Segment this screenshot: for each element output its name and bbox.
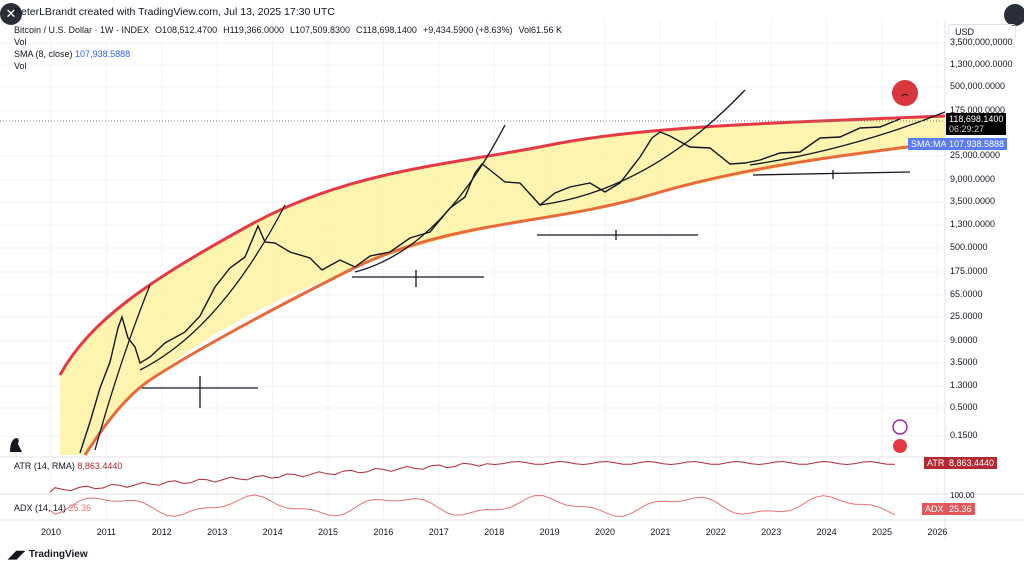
change-value: +9,434.5900 (+8.63%) bbox=[422, 25, 513, 35]
price-axis-tick: 1,300,000.0000 bbox=[950, 59, 1013, 69]
price-axis-tick: 0.1500 bbox=[950, 430, 978, 440]
dinosaur-icon bbox=[10, 438, 22, 452]
time-axis-tick: 2022 bbox=[705, 527, 726, 537]
price-axis-tick: 3,500.0000 bbox=[950, 196, 996, 206]
vol-indicator-label[interactable]: Vol bbox=[14, 37, 27, 47]
price-axis-tick: 175.0000 bbox=[950, 266, 988, 276]
price-axis-tick: 175,000.0000 bbox=[950, 105, 1006, 115]
adx-line bbox=[49, 494, 896, 517]
time-axis-tick: 2010 bbox=[40, 527, 62, 537]
time-axis-tick: 2018 bbox=[484, 527, 505, 537]
channel-upper-line bbox=[58, 114, 946, 376]
atr-price-tag: 8,863.4440 bbox=[946, 457, 998, 469]
sma-value: 107,938.5888 bbox=[75, 49, 131, 59]
open-value: O108,512.4700 bbox=[155, 25, 218, 35]
tradingview-logo[interactable]: ◢◤ TradingView bbox=[8, 549, 88, 561]
price-axis-tick: 500.0000 bbox=[950, 242, 988, 252]
price-axis-tick: 1,300.0000 bbox=[950, 219, 996, 229]
price-axis-tick: 500,000.0000 bbox=[950, 81, 1006, 91]
adx-tag-label: ADX bbox=[922, 503, 947, 515]
price-axis-tick: 3,500,000,0000 bbox=[950, 37, 1013, 47]
adx-legend: ADX (14, 14) 25.36 bbox=[14, 503, 92, 513]
price-axis-tick: 9.0000 bbox=[950, 335, 978, 345]
window-button[interactable] bbox=[1004, 4, 1024, 26]
channel-band bbox=[60, 116, 945, 455]
svg-text:⌢: ⌢ bbox=[901, 87, 909, 101]
sma-tag-label: SMA:MA bbox=[908, 138, 950, 150]
time-axis-tick: 2015 bbox=[317, 527, 339, 537]
sma-price-tag: 107,938.5888 bbox=[946, 138, 1008, 150]
currency-button[interactable]: USD bbox=[948, 24, 1016, 40]
low-value: L107,509.8300 bbox=[289, 25, 351, 35]
angry-face-icon bbox=[892, 80, 918, 106]
price-axis-tick: 65.0000 bbox=[950, 289, 983, 299]
price-axis-tick: 0.5000 bbox=[950, 402, 978, 412]
adx-axis-tick: 100.00 bbox=[950, 491, 975, 500]
time-axis-tick: 2017 bbox=[428, 527, 449, 537]
price-axis-tick: 25,000.0000 bbox=[950, 150, 1001, 160]
grid bbox=[0, 20, 945, 520]
us-flag-event-icon bbox=[893, 439, 907, 453]
atr-tag-label: ATR bbox=[924, 457, 948, 469]
chart-caption: PeterLBrandt created with TradingView.co… bbox=[14, 6, 335, 18]
price-axis-tick: 25.0000 bbox=[950, 311, 983, 321]
time-axis-tick: 2025 bbox=[871, 527, 893, 537]
atr-legend: ATR (14, RMA) 8,863.4440 bbox=[14, 461, 123, 471]
close-icon[interactable]: ✕ bbox=[0, 3, 22, 25]
price-axis-tick: 9,000.0000 bbox=[950, 174, 996, 184]
time-axis-tick: 2021 bbox=[650, 527, 671, 537]
adx-price-tag: 25.36 bbox=[946, 503, 975, 515]
time-axis-tick: 2016 bbox=[373, 527, 394, 537]
time-axis-tick: 2023 bbox=[761, 527, 782, 537]
time-axis-tick: 2011 bbox=[96, 527, 117, 537]
atr-line bbox=[49, 460, 896, 493]
price-axis-tick: 3.5000 bbox=[950, 357, 978, 367]
time-axis-tick: 2014 bbox=[262, 527, 283, 537]
time-axis-tick: 2020 bbox=[594, 527, 616, 537]
symbol-name[interactable]: Bitcoin / U.S. Dollar · 1W · INDEX bbox=[14, 25, 150, 35]
time-axis-tick: 2024 bbox=[816, 527, 837, 537]
time-axis-tick: 2026 bbox=[927, 527, 948, 537]
lightning-event-icon bbox=[892, 419, 908, 435]
price-axis-tick: 1.3000 bbox=[950, 380, 978, 390]
tradingview-logo-icon: ◢◤ bbox=[8, 549, 25, 561]
volume-value: Vol61.56 K bbox=[518, 25, 563, 35]
time-axis-tick: 2012 bbox=[151, 527, 172, 537]
time-axis-tick: 2019 bbox=[539, 527, 560, 537]
last-price-tag: 118,698.1400 06:29:27 bbox=[946, 113, 1007, 135]
vol-indicator-label[interactable]: Vol bbox=[14, 61, 27, 71]
time-axis-tick: 2013 bbox=[207, 527, 228, 537]
high-value: H119,366.0000 bbox=[223, 25, 284, 35]
legend: Bitcoin / U.S. Dollar · 1W · INDEX O108,5… bbox=[14, 24, 568, 72]
sma-label[interactable]: SMA (8, close) bbox=[14, 49, 73, 59]
close-value: C118,698.1400 bbox=[356, 25, 417, 35]
